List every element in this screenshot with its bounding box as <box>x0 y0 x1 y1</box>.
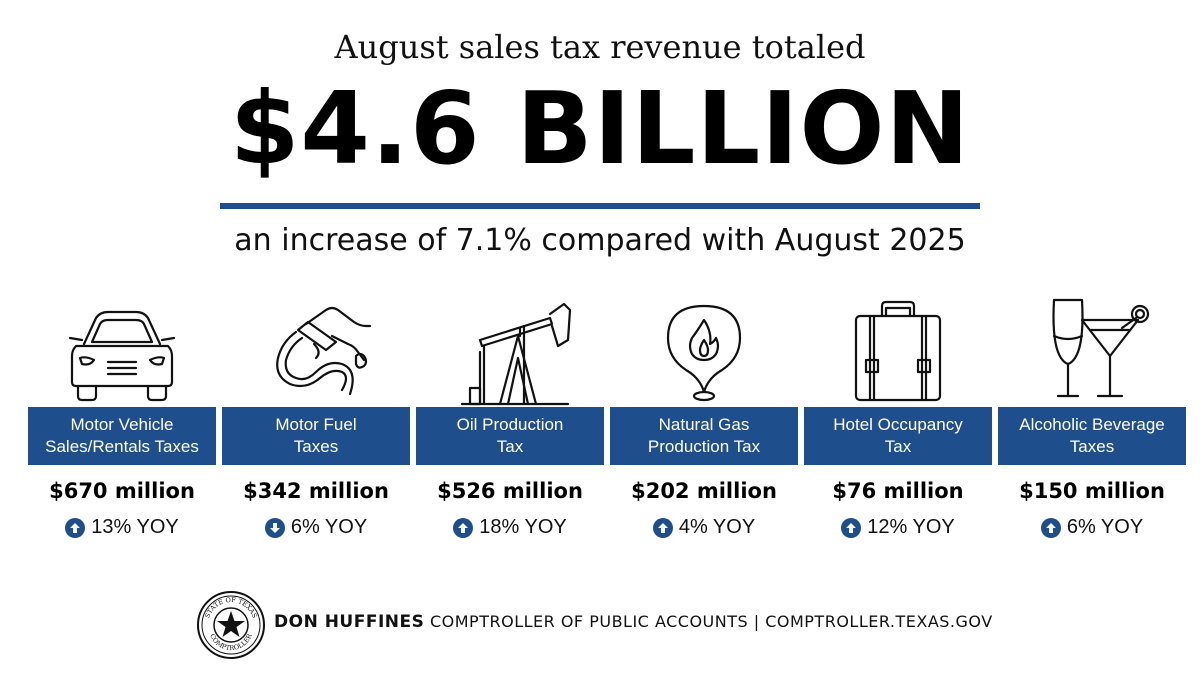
oil-pump-jack-icon <box>416 296 604 408</box>
car-icon <box>28 296 216 408</box>
card-label: Natural Gas Production Tax <box>610 407 798 465</box>
card-yoy: 12% YOY <box>804 516 992 539</box>
card-yoy-text: 13% YOY <box>91 516 179 538</box>
card-alcoholic-beverage: Alcoholic Beverage Taxes $150 million 6%… <box>998 296 1186 556</box>
cocktail-glasses-icon <box>998 296 1186 408</box>
headline-rule <box>220 203 980 209</box>
footer-credit: DON HUFFINES COMPTROLLER OF PUBLIC ACCOU… <box>274 612 993 632</box>
header-comparison: an increase of 7.1% compared with August… <box>234 223 966 258</box>
card-yoy: 6% YOY <box>998 516 1186 539</box>
card-amount: $76 million <box>832 479 964 503</box>
card-label: Motor Vehicle Sales/Rentals Taxes <box>28 407 216 465</box>
footer-title: COMPTROLLER OF PUBLIC ACCOUNTS | COMPTRO… <box>429 612 993 631</box>
card-natural-gas: Natural Gas Production Tax $202 million … <box>610 296 798 556</box>
card-oil-production: Oil Production Tax $526 million 18% YOY <box>416 296 604 556</box>
headline-total: $4.6 BILLION <box>229 70 971 187</box>
card-label: Alcoholic Beverage Taxes <box>998 407 1186 465</box>
card-motor-fuel: Motor Fuel Taxes $342 million 6% YOY <box>222 296 410 556</box>
card-amount: $342 million <box>243 479 389 503</box>
footer: STATE OF TEXAS COMPTROLLER DON HUFFINES … <box>196 590 1016 662</box>
header-intro: August sales tax revenue totaled <box>334 28 866 66</box>
arrow-up-icon <box>1040 517 1061 538</box>
tax-cards: Motor Vehicle Sales/Rentals Taxes $670 m… <box>0 296 1200 556</box>
card-amount: $670 million <box>49 479 195 503</box>
card-yoy: 4% YOY <box>610 516 798 539</box>
card-label: Motor Fuel Taxes <box>222 407 410 465</box>
arrow-up-icon <box>453 517 474 538</box>
arrow-up-icon <box>65 517 86 538</box>
card-hotel-occupancy: Hotel Occupancy Tax $76 million 12% YOY <box>804 296 992 556</box>
footer-name: DON HUFFINES <box>274 612 425 632</box>
arrow-up-icon <box>841 517 862 538</box>
card-label: Oil Production Tax <box>416 407 604 465</box>
card-yoy: 18% YOY <box>416 516 604 539</box>
card-amount: $202 million <box>631 479 777 503</box>
fuel-nozzle-icon <box>222 296 410 408</box>
arrow-up-icon <box>652 517 673 538</box>
card-amount: $526 million <box>437 479 583 503</box>
card-yoy-text: 18% YOY <box>479 516 567 538</box>
card-yoy-text: 6% YOY <box>290 516 368 538</box>
card-yoy-text: 4% YOY <box>678 516 756 538</box>
card-yoy: 6% YOY <box>222 516 410 539</box>
card-yoy: 13% YOY <box>28 516 216 539</box>
gas-flame-pin-icon <box>610 296 798 408</box>
card-motor-vehicle: Motor Vehicle Sales/Rentals Taxes $670 m… <box>28 296 216 556</box>
card-yoy-text: 12% YOY <box>867 516 955 538</box>
comptroller-seal-icon: STATE OF TEXAS COMPTROLLER <box>196 590 266 660</box>
card-label: Hotel Occupancy Tax <box>804 407 992 465</box>
suitcase-icon <box>804 296 992 408</box>
card-yoy-text: 6% YOY <box>1066 516 1144 538</box>
card-amount: $150 million <box>1019 479 1165 503</box>
arrow-down-icon <box>264 517 285 538</box>
